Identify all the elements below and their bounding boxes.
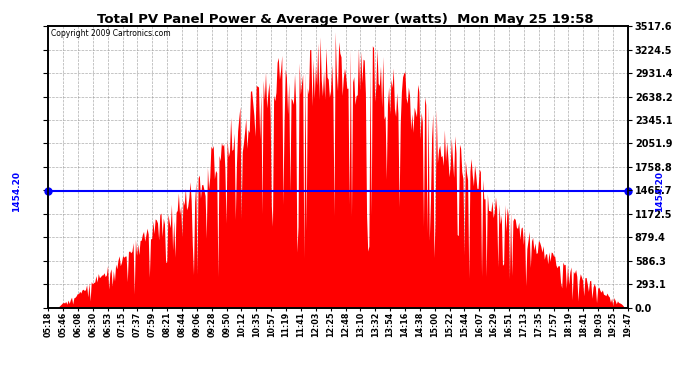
Text: 1454.20: 1454.20 bbox=[12, 171, 21, 212]
Text: Copyright 2009 Cartronics.com: Copyright 2009 Cartronics.com bbox=[51, 29, 171, 38]
Text: 1454.20: 1454.20 bbox=[656, 171, 664, 212]
Text: Total PV Panel Power & Average Power (watts)  Mon May 25 19:58: Total PV Panel Power & Average Power (wa… bbox=[97, 13, 593, 26]
